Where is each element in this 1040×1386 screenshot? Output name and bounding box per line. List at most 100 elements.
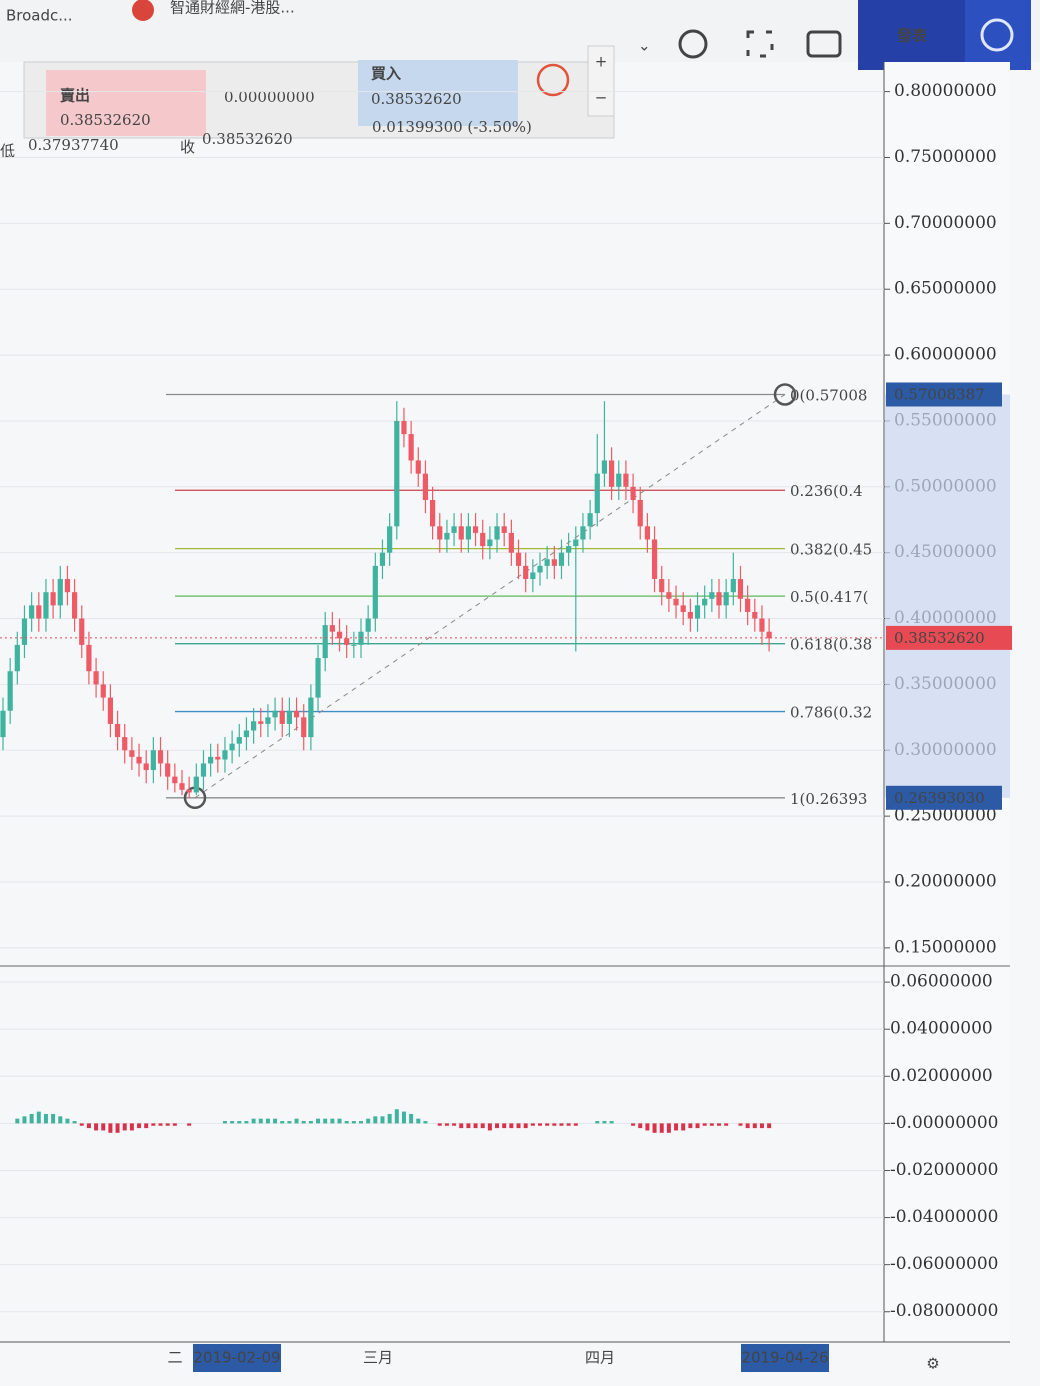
candle-body: [422, 473, 429, 500]
candle-body: [508, 532, 514, 553]
macd-bar: [487, 1123, 492, 1131]
snapshot-icon[interactable]: [806, 30, 842, 58]
candle-body: [702, 598, 708, 606]
macd-bar: [409, 1113, 414, 1124]
play-icon[interactable]: [980, 18, 1014, 52]
y-tick-label: 0.04000000: [890, 1019, 993, 1039]
candle-body: [365, 618, 371, 632]
macd-bar: [86, 1123, 91, 1129]
y-tick-label: 0.20000000: [894, 872, 997, 892]
candle-body: [200, 763, 207, 777]
info-icon[interactable]: [536, 63, 570, 97]
play-button[interactable]: [965, 0, 1031, 70]
dropdown-icon[interactable]: ⌄: [638, 37, 651, 55]
price-tag: [886, 382, 1002, 407]
candle-body: [279, 710, 285, 724]
candle-body: [57, 579, 63, 606]
fib-label: 0.236(0.4: [790, 482, 863, 500]
candle-body: [351, 644, 357, 646]
candle-body: [458, 526, 464, 540]
price-tag-label: 0.26393030: [894, 789, 985, 807]
publish-button[interactable]: [858, 0, 965, 70]
macd-bar: [452, 1123, 457, 1126]
candle-body: [50, 592, 56, 606]
candle-body: [709, 592, 715, 599]
candle-body: [215, 756, 221, 760]
candle-body: [737, 579, 744, 599]
publish-label[interactable]: 發表: [896, 27, 928, 45]
candle-body: [193, 776, 199, 793]
candle-body: [114, 723, 121, 738]
candle-body: [480, 532, 486, 547]
macd-bar: [172, 1123, 177, 1126]
candle-body: [100, 684, 106, 698]
settings-icon[interactable]: [678, 29, 708, 59]
candle-body: [537, 565, 543, 573]
macd-bar: [79, 1123, 84, 1126]
macd-bar: [258, 1118, 263, 1124]
candle-body: [730, 579, 736, 593]
sell-button[interactable]: [46, 70, 206, 136]
macd-bar: [674, 1123, 679, 1131]
candle-body: [129, 750, 135, 757]
candle-body: [544, 559, 550, 566]
candle-body: [444, 532, 450, 540]
candle-body: [437, 526, 443, 540]
fib-anchor: [773, 383, 797, 406]
candle-body: [630, 486, 636, 500]
macd-bar: [459, 1123, 464, 1129]
macd-bar: [51, 1113, 56, 1124]
macd-bar: [516, 1123, 521, 1129]
plot-layer: 0.80000000 0.75000000 0.70000000 0.65000000…: [0, 81, 1012, 1372]
candle-body: [472, 526, 479, 533]
candle-body: [523, 565, 529, 580]
sell-price[interactable]: 0.38532620: [60, 111, 151, 129]
candle-body: [286, 710, 292, 724]
macd-bar: [101, 1123, 106, 1131]
macd-bar: [251, 1118, 256, 1124]
macd-bar: [36, 1111, 41, 1124]
zoom-control[interactable]: [587, 45, 615, 117]
spread: 0.00000000: [224, 88, 315, 106]
candle-body: [580, 526, 586, 540]
candle-body: [29, 605, 35, 619]
candle-body: [759, 618, 765, 632]
candle-body: [673, 598, 679, 606]
candle-body: [243, 730, 250, 738]
candle-body: [623, 473, 629, 487]
fib-range-highlight: [885, 394, 1010, 798]
buy-price[interactable]: 0.38532620: [371, 90, 462, 108]
candle-body: [301, 717, 307, 738]
y-tick-label: 0.02000000: [890, 1066, 993, 1086]
candle-body: [179, 783, 185, 790]
macd-bar: [237, 1121, 242, 1124]
macd-bar: [394, 1109, 399, 1124]
sell-label[interactable]: 賣出: [60, 87, 90, 105]
price-tag-label: 0.57008387: [894, 385, 985, 403]
macd-bar: [230, 1121, 235, 1124]
macd-bar: [265, 1118, 270, 1124]
site-title[interactable]: 智通財經網-港股...: [170, 0, 295, 17]
macd-bar: [151, 1123, 156, 1126]
zoom-out[interactable]: −: [595, 89, 608, 107]
buy-button[interactable]: [358, 60, 518, 126]
tab-title[interactable]: Broadc...: [6, 7, 73, 25]
close-label: 收: [180, 138, 195, 156]
candle-body: [530, 572, 536, 580]
macd-bar: [72, 1121, 77, 1124]
price-tag: [886, 785, 1002, 810]
macd-bar: [43, 1113, 48, 1124]
buy-label[interactable]: 買入: [371, 65, 401, 83]
macd-bar: [58, 1116, 63, 1124]
zoom-in[interactable]: +: [595, 53, 608, 71]
candle-body: [587, 513, 593, 527]
y-tick-label: 0.60000000: [894, 345, 997, 365]
fullscreen-icon[interactable]: [746, 30, 774, 58]
y-tick-label: 0.25000000: [894, 806, 997, 826]
fib-label: 0.382(0.45: [790, 541, 872, 559]
candle-body: [43, 592, 49, 619]
macd-bar: [638, 1123, 643, 1129]
axis-settings-icon[interactable]: ⚙: [926, 1355, 939, 1373]
